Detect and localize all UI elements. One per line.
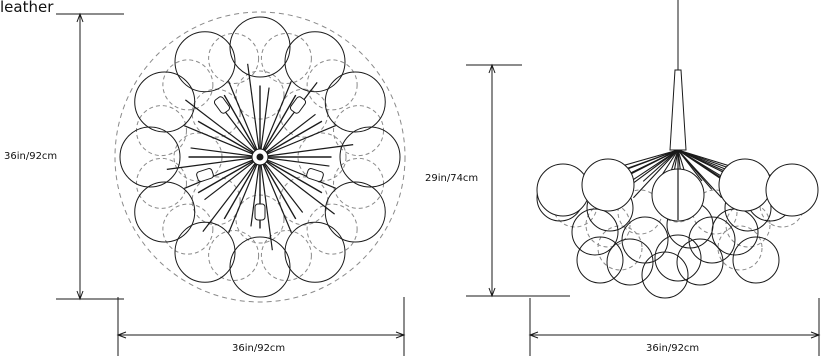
- top-view-height-dimension-head-bottom: [76, 290, 84, 301]
- hidden-globe-inner: [279, 88, 329, 138]
- stem: [250, 156, 261, 227]
- hidden-globe: [208, 230, 260, 282]
- hidden-globe: [260, 32, 312, 84]
- hidden-globe: [306, 203, 358, 255]
- globe-side: [621, 216, 669, 264]
- top-view-width-dimension-head-left: [116, 331, 127, 339]
- side-view-width-label: 36in/92cm: [646, 343, 700, 354]
- side-view-height-dimension-head-bottom: [488, 287, 496, 298]
- hidden-globe-side: [585, 202, 631, 248]
- stem: [259, 156, 293, 233]
- stem: [166, 156, 261, 170]
- stem: [184, 156, 261, 190]
- stem: [259, 87, 270, 158]
- globe-side-front: [765, 163, 819, 217]
- wire: [677, 149, 723, 199]
- globe: [284, 31, 346, 93]
- hidden-globe: [162, 59, 214, 111]
- stem: [259, 113, 316, 158]
- stem: [190, 147, 261, 158]
- top-view-outer-boundary: [114, 11, 406, 303]
- top-view-width-label: 36in/92cm: [232, 343, 286, 354]
- globe-side: [676, 238, 724, 286]
- globe: [174, 31, 236, 93]
- stem: [259, 156, 304, 213]
- bulb-socket: [289, 96, 307, 114]
- side-view-height-label: 29in/74cm: [425, 173, 479, 184]
- globe-side-front: [581, 158, 635, 212]
- bulb-socket: [213, 96, 231, 114]
- top-view-width-dimension-head-right: [395, 331, 406, 339]
- hidden-globe-side: [725, 202, 771, 248]
- top-view-height-label: 36in/92cm: [4, 151, 58, 162]
- stem: [259, 80, 292, 158]
- stem: [227, 81, 261, 158]
- hidden-globe-inner: [297, 132, 347, 182]
- globe: [174, 221, 236, 283]
- side-view-height-dimension-head-top: [488, 63, 496, 74]
- globe-side: [654, 234, 702, 282]
- stem: [247, 63, 261, 158]
- canopy-center: [256, 153, 264, 161]
- globe: [134, 181, 196, 243]
- stem: [259, 156, 273, 251]
- stem: [259, 156, 323, 194]
- bulb-socket: [196, 168, 214, 182]
- hidden-globe-inner: [191, 176, 241, 226]
- stem: [197, 120, 261, 158]
- drawing-title: leather: [0, 0, 54, 16]
- stem: [202, 156, 261, 232]
- stem: [259, 94, 297, 158]
- hidden-globe-side: [692, 189, 738, 235]
- globe-side-front: [718, 158, 772, 212]
- hidden-globe-inner: [191, 88, 241, 138]
- stem: [204, 156, 261, 201]
- globe: [339, 126, 401, 188]
- wire: [642, 149, 679, 182]
- stem: [259, 120, 323, 158]
- stem: [259, 124, 336, 158]
- globe: [284, 221, 346, 283]
- globe: [229, 16, 291, 78]
- globe-side: [576, 236, 624, 284]
- hidden-globe-side: [597, 225, 643, 271]
- globe-side: [732, 236, 780, 284]
- globe-side-front: [536, 163, 590, 217]
- stem: [259, 82, 318, 158]
- hidden-globe: [208, 32, 260, 84]
- hidden-globe-side: [717, 225, 763, 271]
- stem: [259, 156, 335, 215]
- stem: [197, 156, 261, 194]
- canopy-stem: [669, 69, 687, 151]
- stem: [223, 94, 261, 158]
- globe: [119, 126, 181, 188]
- stem: [259, 156, 330, 167]
- globe: [229, 236, 291, 298]
- globe-side: [688, 216, 736, 264]
- stem: [259, 144, 354, 158]
- bulb-socket: [254, 203, 266, 221]
- stem: [223, 156, 261, 220]
- globe-side: [571, 208, 619, 256]
- hidden-globe: [260, 230, 312, 282]
- bulb-socket: [306, 168, 324, 182]
- globe-side: [711, 208, 759, 256]
- hidden-globe-inner: [279, 176, 329, 226]
- side-view-width-dimension-head-right: [810, 331, 821, 339]
- stem: [259, 156, 337, 189]
- globe: [134, 71, 196, 133]
- stem: [183, 125, 261, 158]
- top-view-height-dimension-head-top: [76, 12, 84, 23]
- side-view-width-dimension-head-left: [528, 331, 539, 339]
- stem: [228, 156, 261, 234]
- globe: [324, 71, 386, 133]
- stem: [185, 99, 261, 158]
- globe: [324, 181, 386, 243]
- hidden-globe: [162, 203, 214, 255]
- stem: [259, 156, 297, 220]
- wire: [632, 149, 679, 199]
- hidden-globe: [306, 59, 358, 111]
